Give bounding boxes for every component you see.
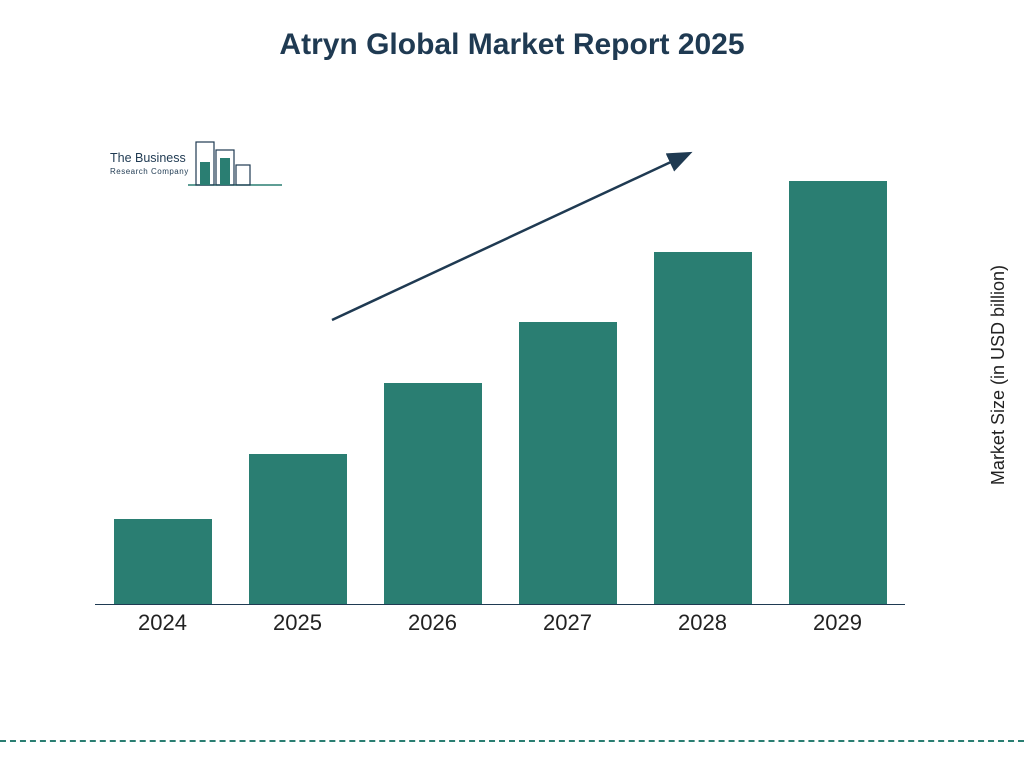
bar <box>789 181 887 604</box>
x-axis-label: 2025 <box>230 610 365 636</box>
bar-slot <box>365 134 500 604</box>
bars-container <box>95 134 905 604</box>
x-axis-label: 2027 <box>500 610 635 636</box>
bar <box>519 322 617 604</box>
bar-slot <box>500 134 635 604</box>
bar <box>249 454 347 604</box>
x-axis-label: 2029 <box>770 610 905 636</box>
bar-slot <box>95 134 230 604</box>
bar <box>654 252 752 605</box>
bar-chart <box>95 135 905 605</box>
y-axis-label: Market Size (in USD billion) <box>988 265 1009 485</box>
x-axis-label: 2026 <box>365 610 500 636</box>
bar <box>384 383 482 604</box>
bar-slot <box>230 134 365 604</box>
x-axis-labels: 202420252026202720282029 <box>95 610 905 636</box>
bottom-dashed-border <box>0 740 1024 742</box>
chart-baseline <box>95 604 905 605</box>
bar-slot <box>635 134 770 604</box>
x-axis-label: 2028 <box>635 610 770 636</box>
chart-title: Atryn Global Market Report 2025 <box>0 0 1024 62</box>
x-axis-label: 2024 <box>95 610 230 636</box>
bar-slot <box>770 134 905 604</box>
bar <box>114 519 212 604</box>
